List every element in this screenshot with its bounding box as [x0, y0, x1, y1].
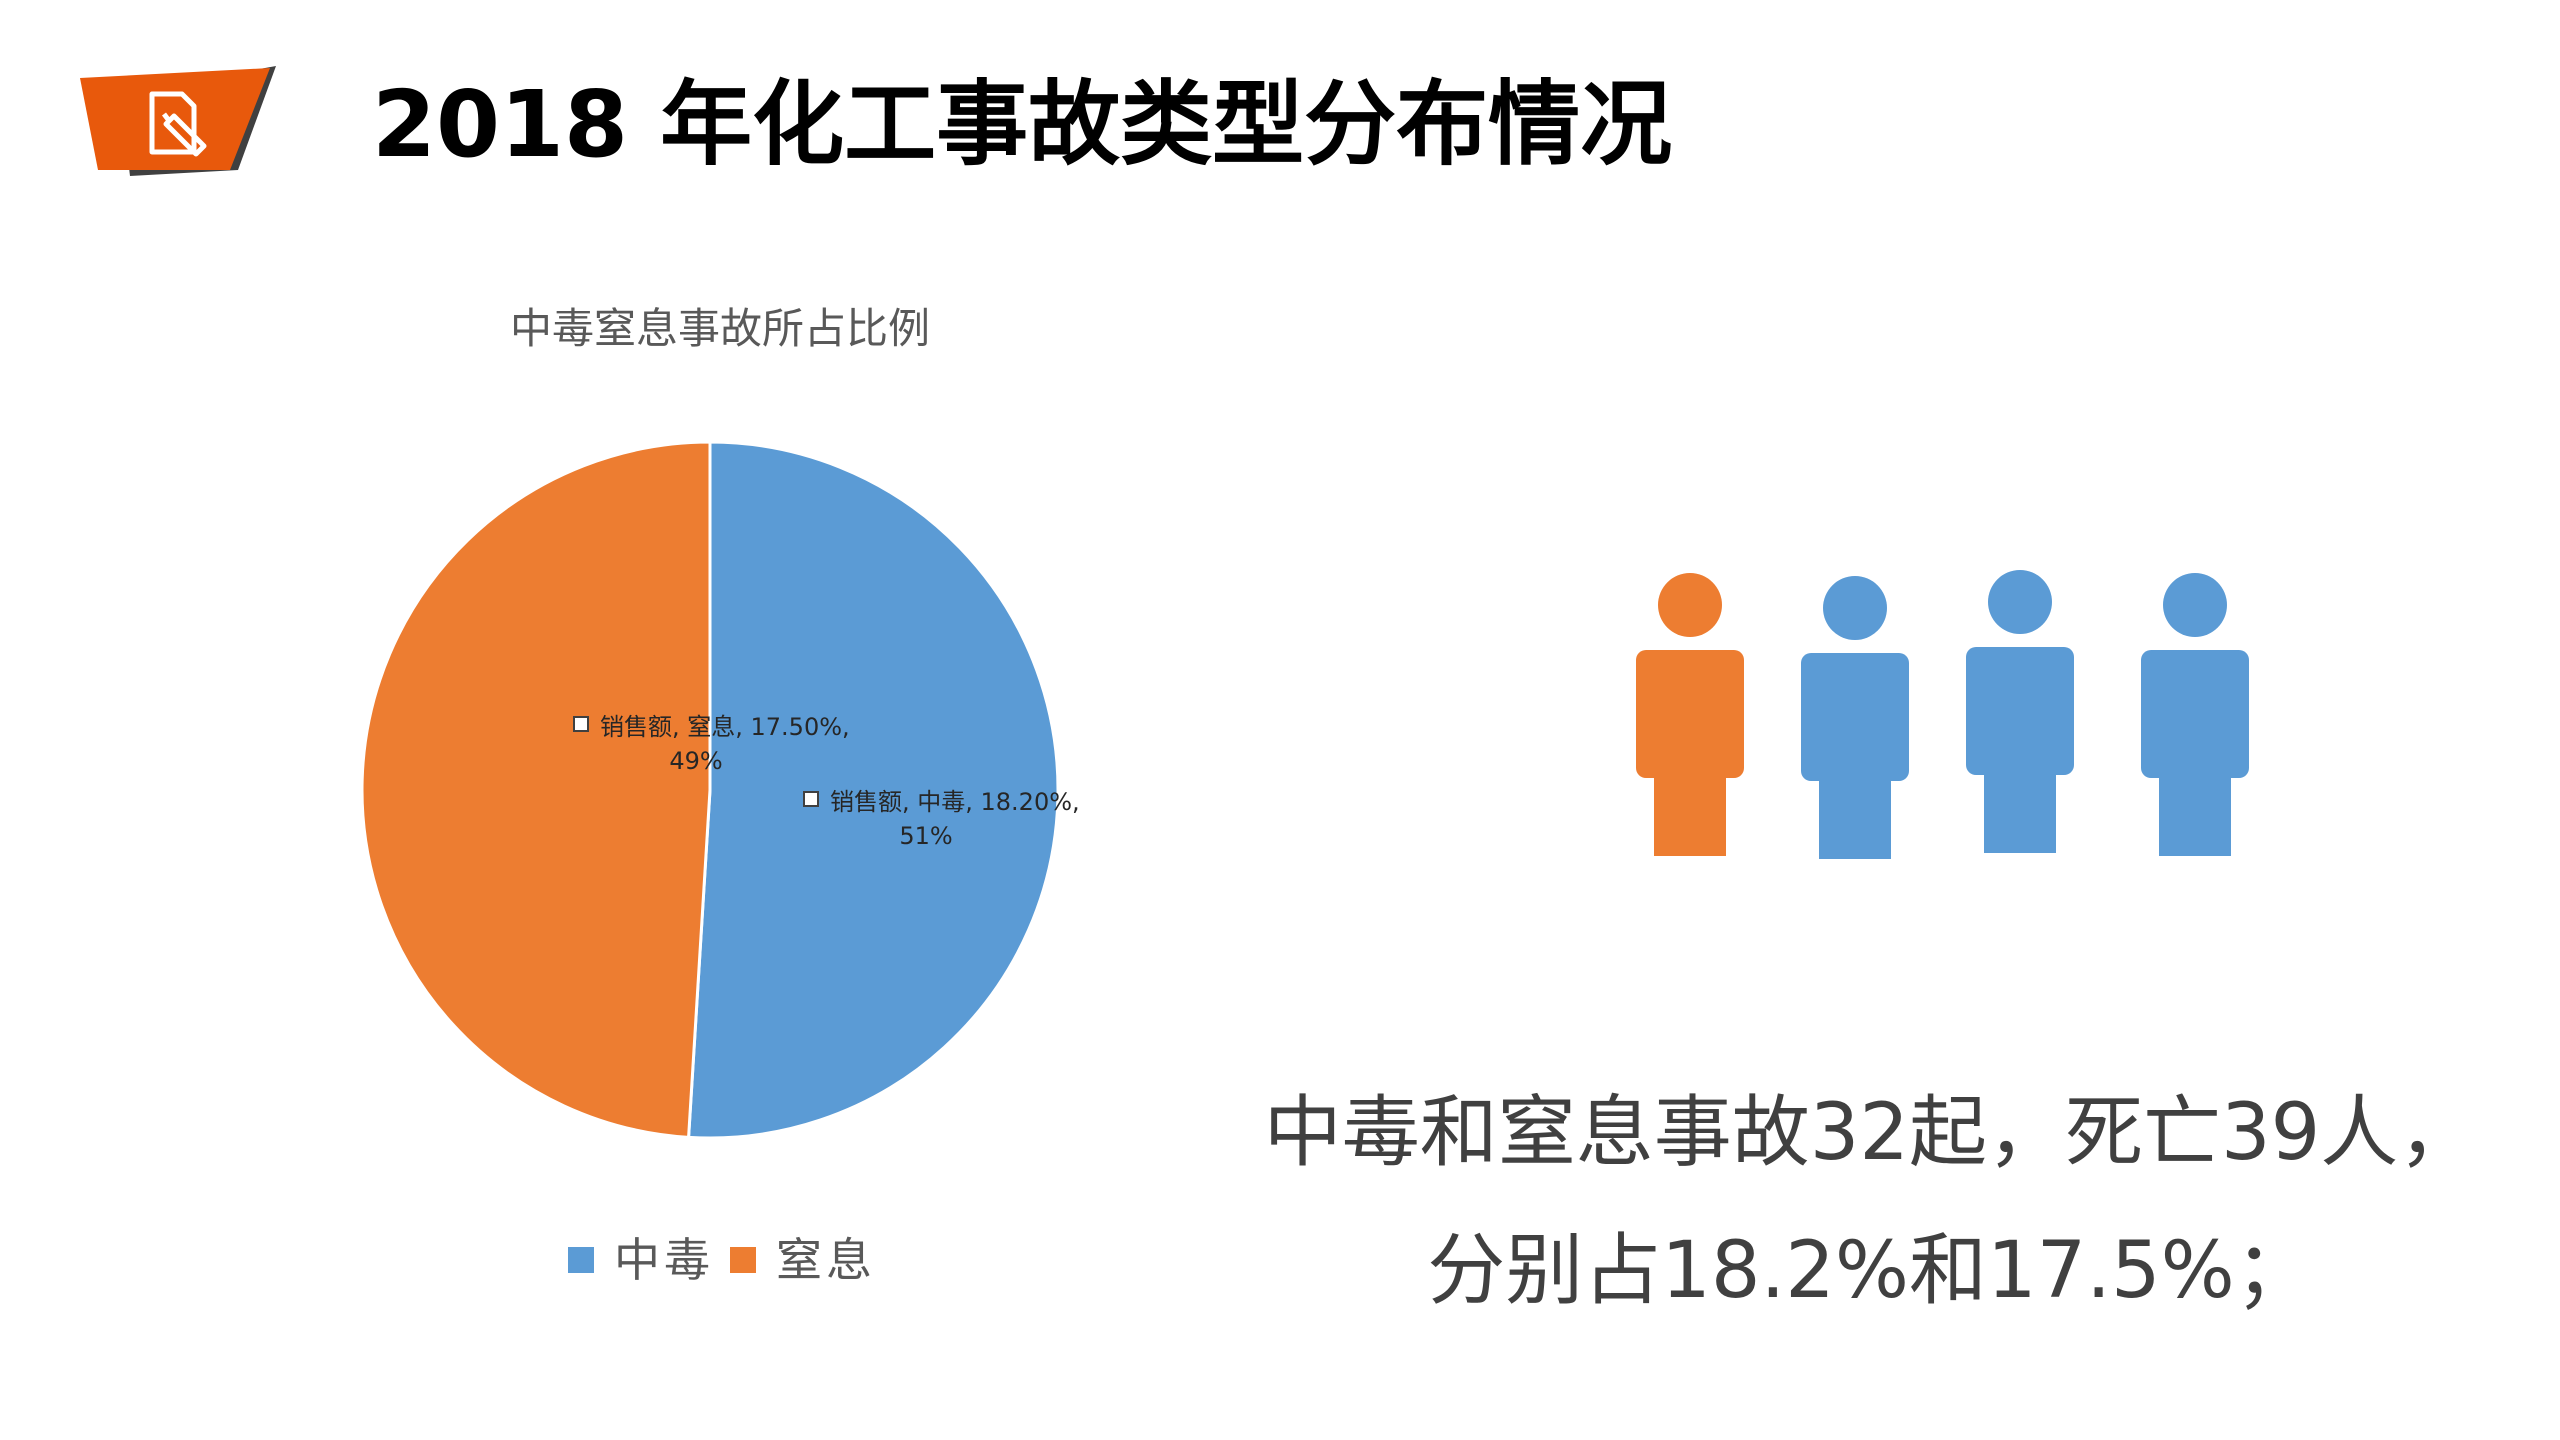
person-icon: [1966, 570, 2074, 853]
page-title: 2018 年化工事故类型分布情况: [372, 71, 1673, 178]
legend-swatch-poisoning: [568, 1247, 594, 1273]
data-label-percent: 51%: [899, 822, 952, 850]
pie-slice-suffocation: [360, 440, 712, 1139]
person-icon: [1636, 573, 1744, 856]
chart-legend: 中毒 窒息: [568, 1233, 876, 1287]
person-icon: [2141, 573, 2249, 856]
data-labels: 销售额, 中毒, 18.20%, 51% 销售额, 窒息, 17.50%, 49%: [573, 713, 1080, 850]
pie-slice-poisoning: [686, 440, 1060, 1140]
data-label-line-1: 销售额, 中毒, 18.20%,: [830, 788, 1080, 816]
document-edit-icon: [149, 91, 207, 157]
summary-text-line-2: 分别占18.2%和17.5%；: [1427, 1226, 2313, 1316]
data-label-marker: [573, 716, 589, 732]
chart-title: 中毒窒息事故所占比例: [510, 304, 930, 353]
slide-logo: [80, 66, 276, 176]
data-label-marker: [803, 791, 819, 807]
summary-text-line-1: 中毒和窒息事故32起，死亡39人，: [1263, 1088, 2477, 1178]
legend-swatch-suffocation: [730, 1247, 756, 1273]
legend-label-poisoning: 中毒: [614, 1233, 714, 1287]
person-icon: [1801, 576, 1909, 859]
pie-slices: [360, 440, 1060, 1140]
legend-label-suffocation: 窒息: [776, 1233, 876, 1287]
people-infographic: [1636, 570, 2249, 859]
data-label-line-1: 销售额, 窒息, 17.50%,: [600, 713, 850, 741]
data-label-percent: 49%: [669, 747, 722, 775]
